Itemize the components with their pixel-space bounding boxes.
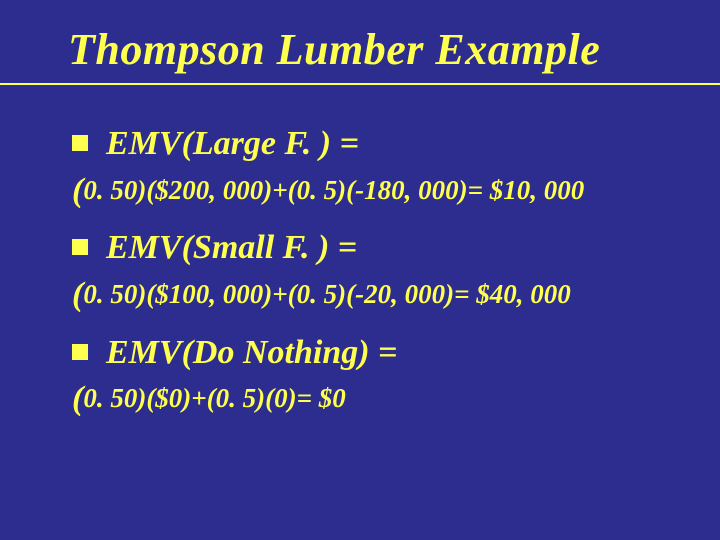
emv-label: EMV(Do Nothing) = xyxy=(106,332,397,375)
bullet-icon xyxy=(72,344,88,360)
bullet-icon xyxy=(72,239,88,255)
list-item: EMV(Small F. ) = xyxy=(72,227,672,270)
content-body: EMV(Large F. ) = (0. 50)($200, 000)+(0. … xyxy=(48,123,672,422)
calc-text: 0. 50)($0)+(0. 5)(0)= $0 xyxy=(83,383,345,413)
open-paren: ( xyxy=(72,380,83,417)
open-paren: ( xyxy=(72,172,83,209)
title-underline xyxy=(0,83,720,85)
open-paren: ( xyxy=(72,276,83,313)
list-item: EMV(Do Nothing) = xyxy=(72,332,672,375)
bullet-icon xyxy=(72,135,88,151)
emv-label: EMV(Small F. ) = xyxy=(106,227,357,270)
slide-title: Thompson Lumber Example xyxy=(68,24,672,75)
slide: Thompson Lumber Example EMV(Large F. ) =… xyxy=(0,0,720,540)
calc-line: (0. 50)($200, 000)+(0. 5)(-180, 000)= $1… xyxy=(72,168,672,214)
calc-text: 0. 50)($100, 000)+(0. 5)(-20, 000)= $40,… xyxy=(83,279,570,309)
calc-line: (0. 50)($100, 000)+(0. 5)(-20, 000)= $40… xyxy=(72,272,672,318)
emv-label: EMV(Large F. ) = xyxy=(106,123,359,166)
calc-line: (0. 50)($0)+(0. 5)(0)= $0 xyxy=(72,376,672,422)
list-item: EMV(Large F. ) = xyxy=(72,123,672,166)
calc-text: 0. 50)($200, 000)+(0. 5)(-180, 000)= $10… xyxy=(83,175,584,205)
